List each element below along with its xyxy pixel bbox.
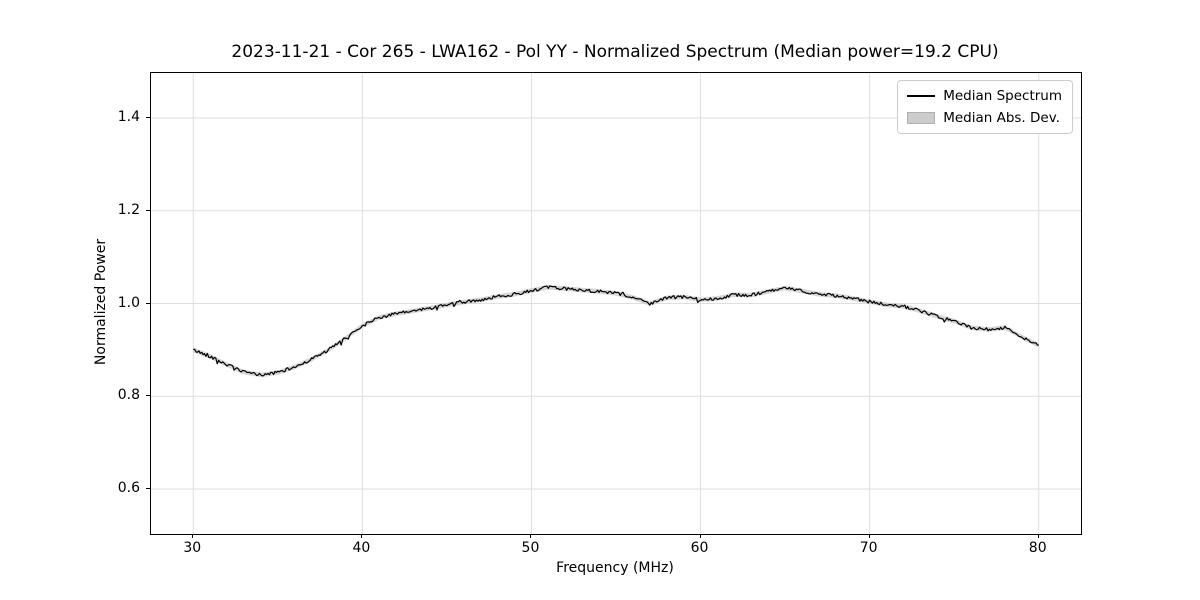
legend: Median Spectrum Median Abs. Dev. (897, 80, 1073, 134)
median-abs-dev-patch-icon (907, 112, 936, 124)
y-tick-mark (146, 116, 150, 118)
plot-area (150, 72, 1082, 535)
x-tick-mark (699, 534, 701, 538)
y-tick-mark (146, 395, 150, 397)
legend-item-median-abs-dev: Median Abs. Dev. (907, 110, 1062, 126)
x-tick-mark (361, 534, 363, 538)
legend-label-median-spectrum: Median Spectrum (943, 88, 1062, 104)
chart-title: 2023-11-21 - Cor 265 - LWA162 - Pol YY -… (231, 42, 999, 62)
x-tick-label: 60 (690, 540, 709, 556)
legend-label-median-abs-dev: Median Abs. Dev. (943, 110, 1060, 126)
median-spectrum-line (193, 285, 1039, 377)
x-tick-mark (192, 534, 194, 538)
x-tick-label: 40 (352, 540, 371, 556)
y-tick-label: 0.6 (117, 480, 140, 496)
x-tick-label: 80 (1028, 540, 1047, 556)
x-tick-label: 50 (521, 540, 540, 556)
spectrum-plot-canvas (151, 73, 1081, 534)
y-tick-label: 1.4 (117, 108, 140, 125)
x-tick-label: 30 (183, 540, 202, 556)
y-tick-mark (146, 302, 150, 304)
y-tick-label: 1.0 (117, 294, 140, 311)
median-spectrum-line-icon (907, 95, 936, 97)
x-tick-mark (530, 534, 532, 538)
x-tick-label: 70 (859, 540, 878, 556)
x-tick-mark (1037, 534, 1039, 538)
median-abs-dev-band (193, 284, 1039, 378)
y-tick-mark (146, 488, 150, 489)
legend-item-median-spectrum: Median Spectrum (907, 88, 1062, 104)
x-axis-label: Frequency (MHz) (556, 560, 674, 576)
y-tick-label: 1.2 (117, 201, 140, 218)
y-tick-mark (146, 209, 150, 211)
y-tick-label: 0.8 (117, 387, 140, 404)
x-tick-mark (868, 534, 870, 538)
